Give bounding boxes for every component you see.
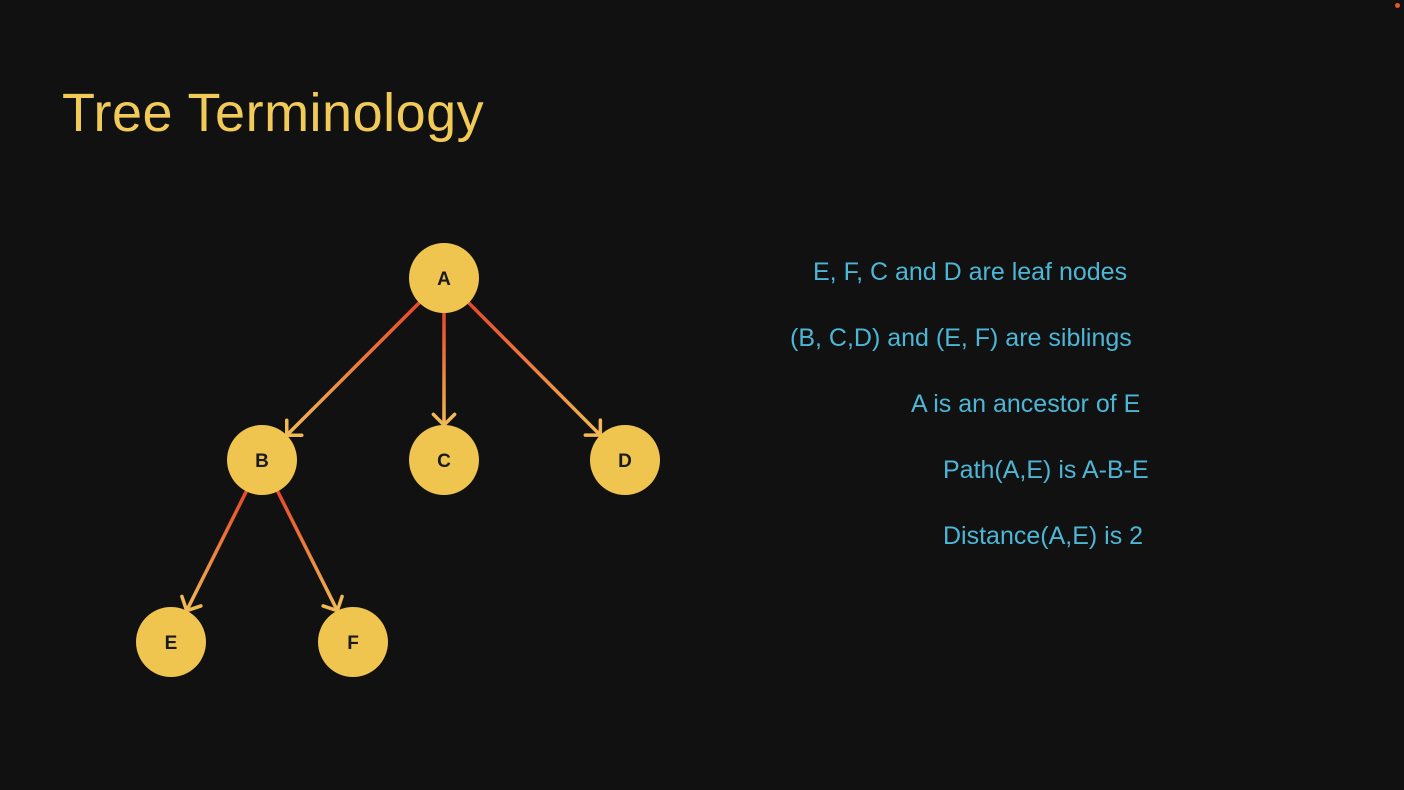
node-label: A [437, 269, 451, 290]
edge-B-E [180, 489, 249, 613]
fact-siblings: (B, C,D) and (E, F) are siblings [790, 324, 1132, 352]
node-C: C [409, 425, 479, 495]
edge-A-C [431, 311, 457, 427]
edge-A-D [466, 301, 603, 437]
node-circle [318, 607, 388, 677]
nodes-layer: A B C D E F [136, 243, 660, 677]
edge-A-B [284, 300, 422, 438]
node-F: F [318, 607, 388, 677]
node-circle [590, 425, 660, 495]
node-label: B [255, 451, 269, 472]
node-circle [136, 607, 206, 677]
edge-B-F [275, 489, 344, 613]
slide-title: Tree Terminology [62, 83, 485, 143]
corner-dot [1395, 3, 1400, 8]
node-label: E [165, 633, 178, 654]
fact-ancestor: A is an ancestor of E [911, 390, 1141, 418]
node-circle [409, 243, 479, 313]
node-A: A [409, 243, 479, 313]
node-E: E [136, 607, 206, 677]
arrowhead-icon [583, 418, 603, 437]
node-D: D [590, 425, 660, 495]
node-circle [409, 425, 479, 495]
node-circle [227, 425, 297, 495]
node-label: F [347, 633, 359, 654]
node-label: D [618, 451, 632, 472]
arrowhead-icon [284, 418, 304, 438]
fact-path: Path(A,E) is A-B-E [943, 456, 1149, 484]
fact-leaf-nodes: E, F, C and D are leaf nodes [813, 258, 1128, 286]
fact-distance: Distance(A,E) is 2 [943, 522, 1144, 550]
edges-layer [180, 300, 603, 613]
node-B: B [227, 425, 297, 495]
node-label: C [437, 451, 451, 472]
